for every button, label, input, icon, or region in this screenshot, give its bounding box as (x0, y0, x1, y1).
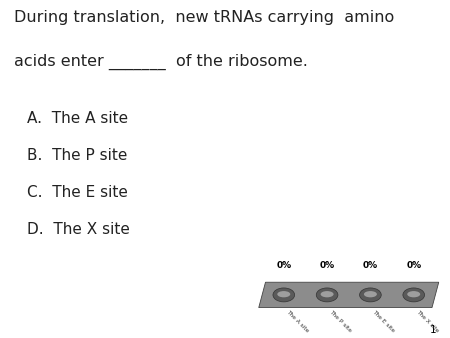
Text: The A site: The A site (285, 309, 310, 334)
Text: acids enter _______  of the ribosome.: acids enter _______ of the ribosome. (14, 54, 307, 70)
Text: The P site: The P site (328, 309, 352, 333)
Text: A.  The A site: A. The A site (27, 111, 128, 126)
Text: 0%: 0% (363, 261, 378, 270)
Ellipse shape (407, 291, 420, 297)
Polygon shape (259, 282, 439, 308)
Text: The E site: The E site (372, 309, 396, 333)
Ellipse shape (403, 288, 424, 302)
Ellipse shape (320, 291, 333, 297)
Text: 0%: 0% (320, 261, 335, 270)
Ellipse shape (273, 288, 295, 302)
Ellipse shape (360, 288, 381, 302)
Text: The X site: The X site (415, 309, 439, 334)
Ellipse shape (316, 288, 338, 302)
Ellipse shape (364, 291, 377, 297)
Text: 1: 1 (430, 324, 436, 335)
Text: B.  The P site: B. The P site (27, 148, 127, 163)
Text: 0%: 0% (276, 261, 291, 270)
Text: During translation,  new tRNAs carrying  amino: During translation, new tRNAs carrying a… (14, 10, 394, 25)
Text: 0%: 0% (406, 261, 421, 270)
Text: D.  The X site: D. The X site (27, 222, 130, 237)
Ellipse shape (277, 291, 290, 297)
Text: C.  The E site: C. The E site (27, 185, 128, 200)
